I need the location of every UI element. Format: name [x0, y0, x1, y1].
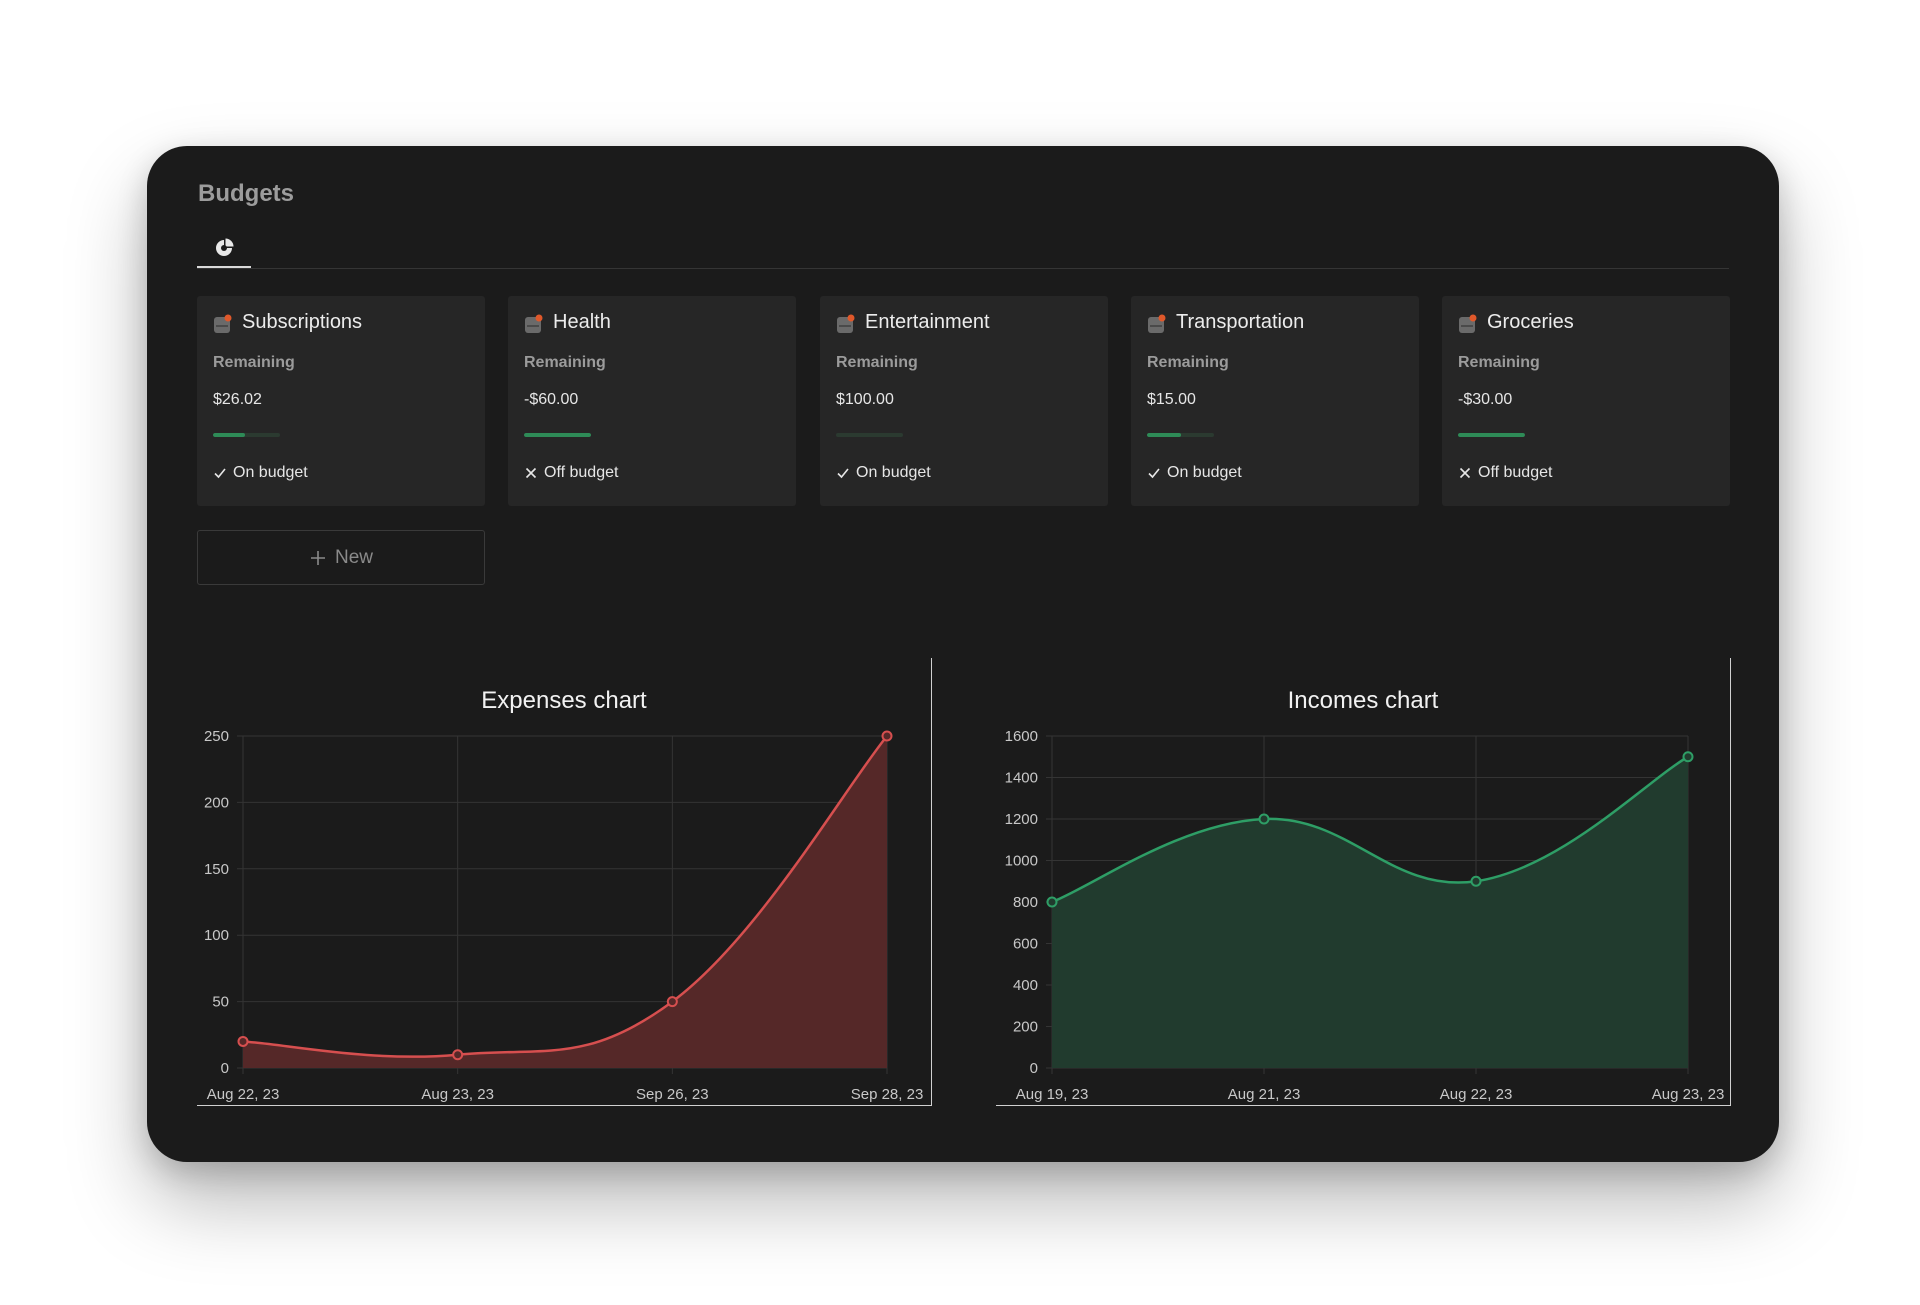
tab-chart-view[interactable]	[197, 230, 251, 268]
budget-card[interactable]: Health Remaining -$60.00 Off budget	[508, 296, 796, 506]
budget-progress-bar	[524, 433, 591, 437]
budget-status-text: Off budget	[1478, 464, 1553, 481]
budget-status: On budget	[1147, 464, 1242, 482]
y-tick-label: 100	[204, 927, 229, 944]
remaining-label: Remaining	[524, 354, 606, 371]
budget-card[interactable]: Subscriptions Remaining $26.02 On budget	[197, 296, 485, 506]
budget-name: Subscriptions	[242, 311, 363, 333]
y-tick-label: 0	[221, 1060, 229, 1077]
y-tick-label: 50	[212, 994, 229, 1011]
data-point[interactable]	[1682, 751, 1694, 763]
cross-icon	[1459, 467, 1471, 479]
budget-progress-bar	[1458, 433, 1525, 437]
expenses-chart-panel: Expenses chart 0 50 100 150 200 250 Aug 22, 23 A…	[197, 658, 932, 1106]
incomes-chart-panel: Incomes chart 0 200 400 600 800 1000 1200 1400 16…	[996, 658, 1731, 1106]
y-tick-label: 1200	[1005, 811, 1038, 828]
y-tick-label: 1400	[1005, 770, 1038, 787]
x-tick-label: Sep 28, 23	[851, 1086, 924, 1103]
area-fill	[243, 736, 887, 1068]
budget-status-text: On budget	[233, 464, 308, 481]
budget-progress-fill	[213, 433, 246, 437]
budget-card[interactable]: Groceries Remaining -$30.00 Off budget	[1442, 296, 1730, 506]
budget-status: On budget	[836, 464, 931, 482]
budget-status: Off budget	[524, 464, 618, 482]
budget-name: Transportation	[1176, 311, 1305, 333]
budget-progress-fill	[1147, 433, 1181, 437]
y-tick-label: 1600	[1005, 728, 1038, 745]
data-point[interactable]	[452, 1049, 464, 1061]
budget-status-text: On budget	[856, 464, 931, 481]
budget-status-text: Off budget	[544, 464, 619, 481]
y-tick-label: 800	[1013, 894, 1038, 911]
remaining-label: Remaining	[836, 354, 918, 371]
budget-category-icon	[1459, 314, 1477, 333]
budget-card[interactable]: Transportation Remaining $15.00 On budget	[1131, 296, 1419, 506]
budget-category-icon	[214, 314, 232, 333]
remaining-amount: -$60.00	[524, 391, 579, 408]
remaining-amount: -$30.00	[1458, 391, 1513, 408]
budget-name: Entertainment	[865, 311, 990, 333]
data-point[interactable]	[881, 730, 893, 742]
y-tick-label: 0	[1030, 1060, 1038, 1077]
budget-cards: Subscriptions Remaining $26.02 On budget Hea…	[197, 296, 1730, 506]
tab-bar	[197, 230, 1729, 269]
budget-status: On budget	[213, 464, 308, 482]
remaining-label: Remaining	[1458, 354, 1540, 371]
x-tick-label: Aug 22, 23	[1440, 1086, 1513, 1103]
budget-name: Health	[553, 311, 611, 333]
chart-title: Incomes chart	[1288, 687, 1439, 714]
budget-name: Groceries	[1487, 311, 1574, 333]
incomes-chart: Incomes chart 0 200 400 600 800 1000 1200 1400 16…	[1005, 687, 1725, 1103]
budget-category-icon	[525, 314, 543, 333]
area-fill	[1052, 756, 1688, 1068]
data-point[interactable]	[666, 996, 678, 1008]
x-tick-label: Aug 23, 23	[1652, 1086, 1725, 1103]
cross-icon	[525, 467, 537, 479]
x-tick-label: Sep 26, 23	[636, 1086, 709, 1103]
data-point[interactable]	[1258, 813, 1270, 825]
budget-progress-fill	[524, 433, 591, 437]
series-line	[242, 735, 888, 1058]
chart-title: Expenses chart	[481, 687, 647, 714]
y-tick-label: 200	[204, 794, 229, 811]
remaining-amount: $100.00	[836, 391, 894, 408]
new-button-label: New	[334, 546, 373, 568]
data-point[interactable]	[1470, 875, 1482, 887]
y-tick-label: 600	[1013, 936, 1038, 953]
plus-icon	[310, 550, 325, 565]
budget-status: Off budget	[1458, 464, 1552, 482]
remaining-label: Remaining	[1147, 354, 1229, 371]
check-icon	[1148, 468, 1160, 479]
y-tick-label: 200	[1013, 1019, 1038, 1036]
x-tick-label: Aug 23, 23	[421, 1086, 494, 1103]
y-tick-label: 400	[1013, 977, 1038, 994]
page-title: Budgets	[198, 180, 294, 207]
budget-category-icon	[1148, 314, 1166, 333]
pie-chart-icon	[216, 238, 234, 256]
budget-progress-fill	[1458, 433, 1525, 437]
new-budget-button[interactable]: New	[197, 530, 485, 585]
y-tick-label: 150	[204, 861, 229, 878]
data-point[interactable]	[1046, 896, 1058, 908]
budget-category-icon	[837, 314, 855, 333]
series-line	[1051, 755, 1689, 904]
budget-progress-bar	[836, 433, 903, 437]
x-tick-label: Aug 22, 23	[207, 1086, 280, 1103]
budget-progress-bar	[213, 433, 280, 437]
check-icon	[837, 468, 849, 479]
budget-card[interactable]: Entertainment Remaining $100.00 On budget	[820, 296, 1108, 506]
data-point[interactable]	[237, 1035, 249, 1047]
x-tick-label: Aug 19, 23	[1016, 1086, 1089, 1103]
x-tick-label: Aug 21, 23	[1228, 1086, 1301, 1103]
remaining-label: Remaining	[213, 354, 295, 371]
y-tick-label: 1000	[1005, 853, 1038, 870]
remaining-amount: $26.02	[213, 391, 262, 408]
budget-progress-bar	[1147, 433, 1214, 437]
y-tick-label: 250	[204, 728, 229, 745]
check-icon	[214, 468, 226, 479]
budget-status-text: On budget	[1167, 464, 1242, 481]
remaining-amount: $15.00	[1147, 391, 1196, 408]
budgets-window: Budgets Subscriptions Remaining $26.02 On b…	[147, 146, 1779, 1162]
expenses-chart: Expenses chart 0 50 100 150 200 250 Aug 22, 23 A…	[204, 687, 924, 1103]
